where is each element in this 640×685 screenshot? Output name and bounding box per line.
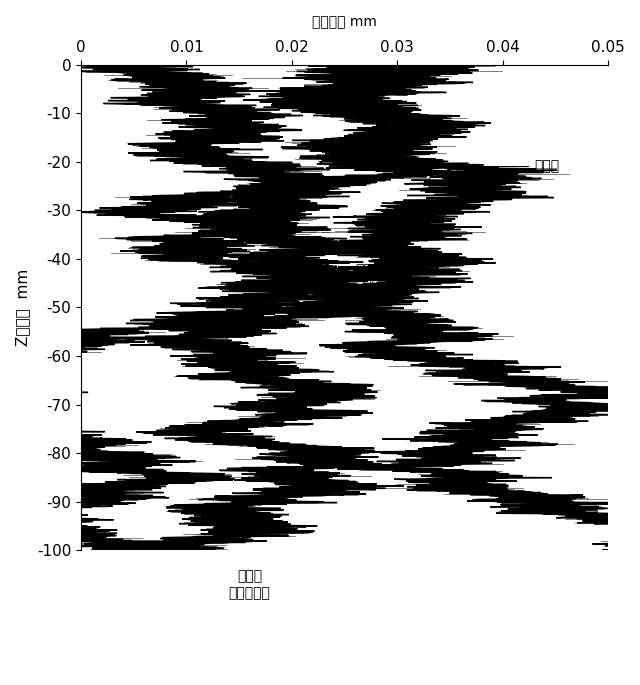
Polygon shape [0,64,398,550]
Text: 修正有
（本発明）: 修正有 （本発明） [228,570,271,600]
Polygon shape [79,64,640,550]
Y-axis label: Z座標値  mm: Z座標値 mm [15,269,30,346]
Title: 加工誤差 mm: 加工誤差 mm [312,15,377,29]
Text: 修正無: 修正無 [444,160,559,173]
Polygon shape [100,64,557,550]
Text: 修正有
（従来方法①）: 修正有 （従来方法①） [328,263,418,293]
